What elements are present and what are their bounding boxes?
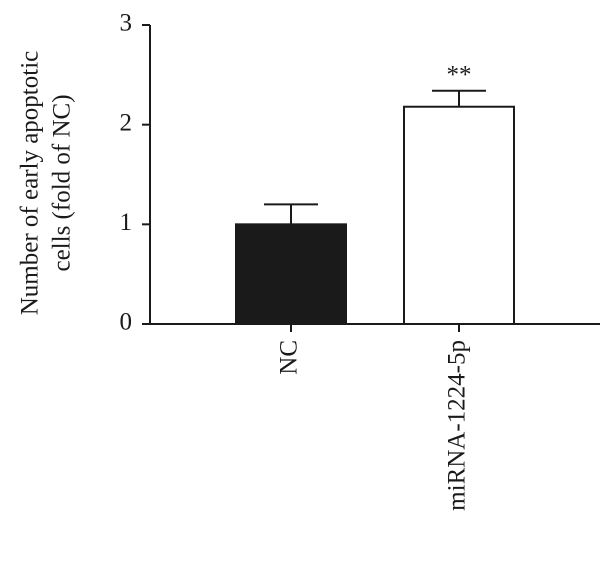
x-tick-label: NC <box>276 340 303 375</box>
bar <box>403 105 515 325</box>
bar <box>235 223 347 325</box>
y-tick-label: 2 <box>120 109 133 136</box>
y-axis-title-line: Number of early apoptotic <box>17 51 44 316</box>
y-axis-title-line: cells (fold of NC) <box>49 94 76 271</box>
y-axis-title: Number of early apoptotic cells (fold of… <box>17 51 76 316</box>
y-tick-label: 0 <box>120 309 133 336</box>
y-tick-label: 3 <box>120 10 133 37</box>
y-tick-label: 1 <box>120 209 133 236</box>
x-tick-label: miRNA-1224-5p <box>444 340 471 511</box>
significance-label: ** <box>447 62 472 89</box>
